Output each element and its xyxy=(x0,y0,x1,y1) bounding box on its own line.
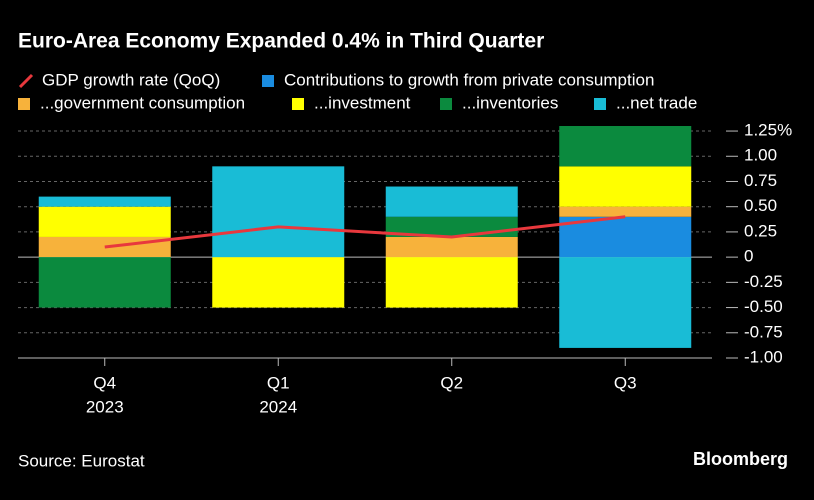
legend-label: GDP growth rate (QoQ) xyxy=(42,70,220,89)
legend-swatch xyxy=(18,98,30,110)
bar-segment xyxy=(385,236,518,258)
y-tick-label: -0.75 xyxy=(744,322,783,341)
legend-line-swatch xyxy=(18,73,34,89)
y-tick-label: 0.50 xyxy=(744,196,777,215)
y-tick-label: 0 xyxy=(744,247,753,266)
bar-segment xyxy=(559,206,692,217)
legend-label: ...inventories xyxy=(462,93,558,112)
bar-segment xyxy=(38,196,171,207)
bar-segment xyxy=(559,166,692,207)
bar-segment xyxy=(385,186,518,217)
x-tick-label: Q2 xyxy=(440,373,463,392)
legend-label: ...net trade xyxy=(616,93,697,112)
x-tick-label: Q3 xyxy=(614,373,637,392)
bar-segment xyxy=(559,216,692,258)
y-tick-label: -0.25 xyxy=(744,272,783,291)
y-tick-label: -1.00 xyxy=(744,347,783,366)
bar-segment xyxy=(559,126,692,167)
y-tick-label: 1.25% xyxy=(744,121,792,140)
x-tick-label: Q1 xyxy=(267,373,290,392)
gdp-line xyxy=(104,215,626,249)
bar-segment xyxy=(385,257,518,308)
x-tick-label: Q4 xyxy=(93,373,116,392)
chart-title: Euro-Area Economy Expanded 0.4% in Third… xyxy=(18,30,544,53)
bar-segment xyxy=(212,257,345,308)
legend-label: Contributions to growth from private con… xyxy=(284,70,654,89)
x-tick-label: 2024 xyxy=(259,397,297,416)
brand: Bloomberg xyxy=(693,449,788,469)
y-tick-label: -0.50 xyxy=(744,297,783,316)
y-tick-label: 0.25 xyxy=(744,221,777,240)
bar-segment xyxy=(38,236,171,258)
source: Source: Eurostat xyxy=(18,451,145,470)
legend-swatch xyxy=(594,98,606,110)
bar-segment xyxy=(38,206,171,237)
legend-label: ...government consumption xyxy=(40,93,245,112)
x-tick-label: 2023 xyxy=(86,397,124,416)
bar-segment xyxy=(212,166,345,258)
legend-swatch xyxy=(440,98,452,110)
bar-segment xyxy=(38,257,171,308)
legend-swatch xyxy=(262,75,274,87)
legend-swatch xyxy=(292,98,304,110)
y-tick-label: 0.75 xyxy=(744,171,777,190)
y-tick-label: 1.00 xyxy=(744,146,777,165)
bar-segment xyxy=(559,257,692,348)
legend-label: ...investment xyxy=(314,93,411,112)
